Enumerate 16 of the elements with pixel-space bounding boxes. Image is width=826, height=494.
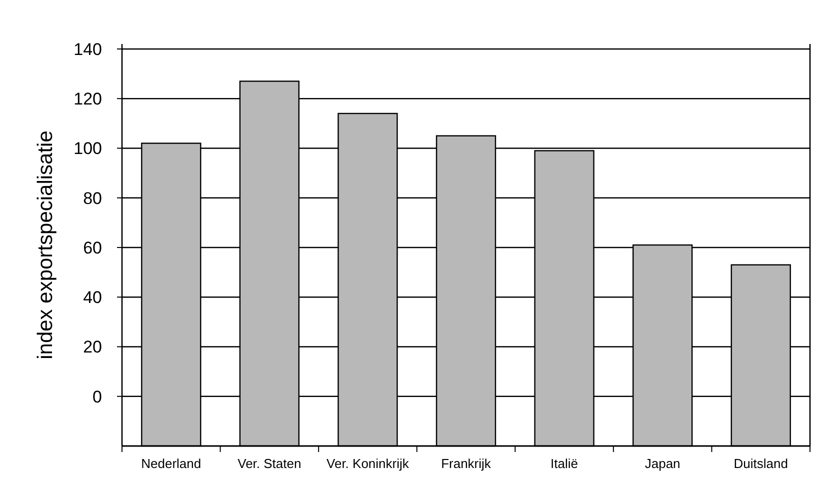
x-tick-label: Ver. Koninkrijk bbox=[326, 456, 410, 471]
x-tick-label: Ver. Staten bbox=[238, 456, 302, 471]
x-tick-label: Italië bbox=[550, 456, 578, 471]
y-tick-label: 120 bbox=[74, 90, 102, 109]
y-tick-label: 140 bbox=[74, 40, 102, 59]
y-tick-label: 20 bbox=[83, 338, 102, 357]
x-tick-label: Nederland bbox=[141, 456, 202, 471]
y-tick-label: 60 bbox=[83, 238, 102, 258]
y-axis-title: index exportspecialisatie bbox=[34, 130, 57, 360]
y-tick-label: 0 bbox=[92, 387, 102, 406]
x-tick-label: Frankrijk bbox=[441, 456, 492, 471]
x-tick-label: Japan bbox=[644, 456, 680, 471]
y-tick-label: 100 bbox=[74, 139, 102, 158]
x-tick-label: Duitsland bbox=[734, 456, 788, 471]
y-tick-label: 40 bbox=[83, 288, 102, 308]
y-tick-label: 80 bbox=[83, 188, 102, 208]
